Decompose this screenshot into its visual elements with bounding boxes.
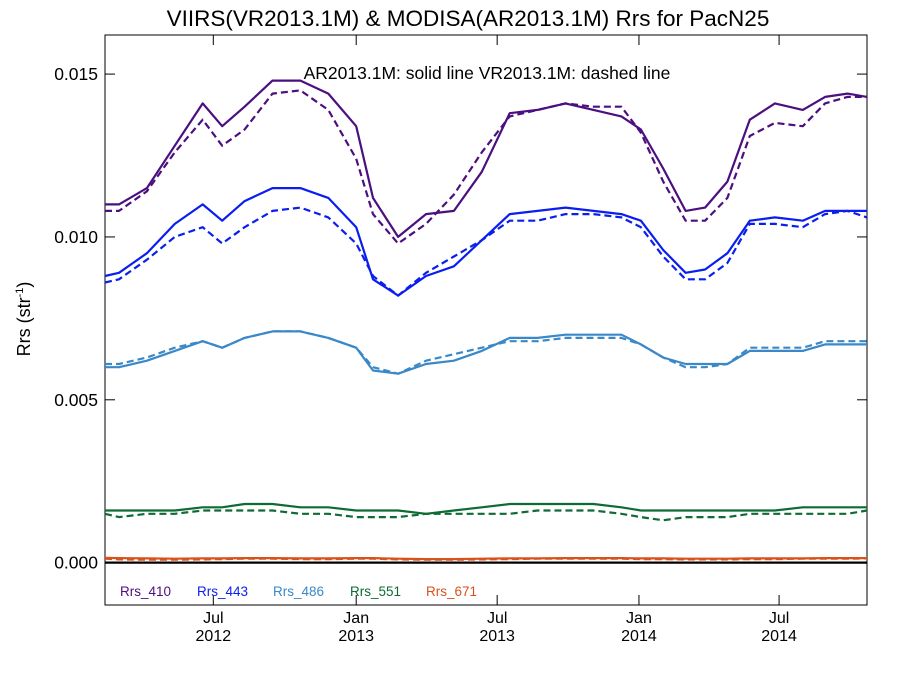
y-tick-label: 0.010 xyxy=(54,227,98,247)
y-axis-label-superscript: -1 xyxy=(14,288,26,298)
chart-title: VIIRS(VR2013.1M) & MODISA(AR2013.1M) Rrs… xyxy=(167,6,770,31)
x-tick-label-month: Jan xyxy=(626,610,652,627)
legend-item-rrs_486: Rrs_486 xyxy=(273,584,324,599)
series-line-rrs_410-dashed xyxy=(105,89,867,245)
x-tick-label-month: Jul xyxy=(487,610,507,627)
y-tick-label: 0.015 xyxy=(54,64,98,84)
y-axis-label: Rrs (str-1) xyxy=(14,282,34,357)
series-layer xyxy=(104,79,868,564)
series-line-rrs_443-dashed xyxy=(104,206,868,297)
y-axis-label-close: ) xyxy=(14,282,34,288)
y-tick-label: 0.005 xyxy=(54,390,98,410)
x-tick-label-year: 2014 xyxy=(621,628,657,645)
plot-area xyxy=(104,34,868,606)
x-tick-label-year: 2014 xyxy=(761,628,797,645)
series-line-rrs_671-dashed xyxy=(104,557,868,561)
legend-item-rrs_443: Rrs_443 xyxy=(197,584,248,599)
y-tick-label: 0.000 xyxy=(54,553,98,573)
series-line-rrs_551-dashed xyxy=(104,509,868,522)
line-style-annotation: AR2013.1M: solid line VR2013.1M: dashed … xyxy=(304,63,671,83)
x-tick-label-month: Jan xyxy=(343,610,369,627)
y-axis-label-main: Rrs (str xyxy=(14,297,34,356)
x-tick-label-month: Jul xyxy=(769,610,789,627)
series-line-rrs_410-solid xyxy=(105,79,868,238)
series-line-rrs_486-dashed xyxy=(105,330,867,375)
series-line-rrs_443-solid xyxy=(104,187,867,297)
y-axis: 0.000 0.005 0.010 0.015 xyxy=(54,64,867,573)
legend-item-rrs_551: Rrs_551 xyxy=(350,584,401,599)
legend-item-rrs_671: Rrs_671 xyxy=(426,584,477,599)
series-line-rrs_551-solid xyxy=(105,502,867,515)
x-tick-label-month: Jul xyxy=(203,610,223,627)
x-tick-label-year: 2013 xyxy=(479,628,515,645)
x-tick-label-year: 2013 xyxy=(338,628,374,645)
series-line-rrs_486-solid xyxy=(105,330,867,375)
x-tick-label-year: 2012 xyxy=(196,628,232,645)
plot-frame xyxy=(104,34,868,606)
legend-item-rrs_410: Rrs_410 xyxy=(120,584,171,599)
legend: Rrs_410 Rrs_443 Rrs_486 Rrs_551 Rrs_671 xyxy=(120,584,477,599)
